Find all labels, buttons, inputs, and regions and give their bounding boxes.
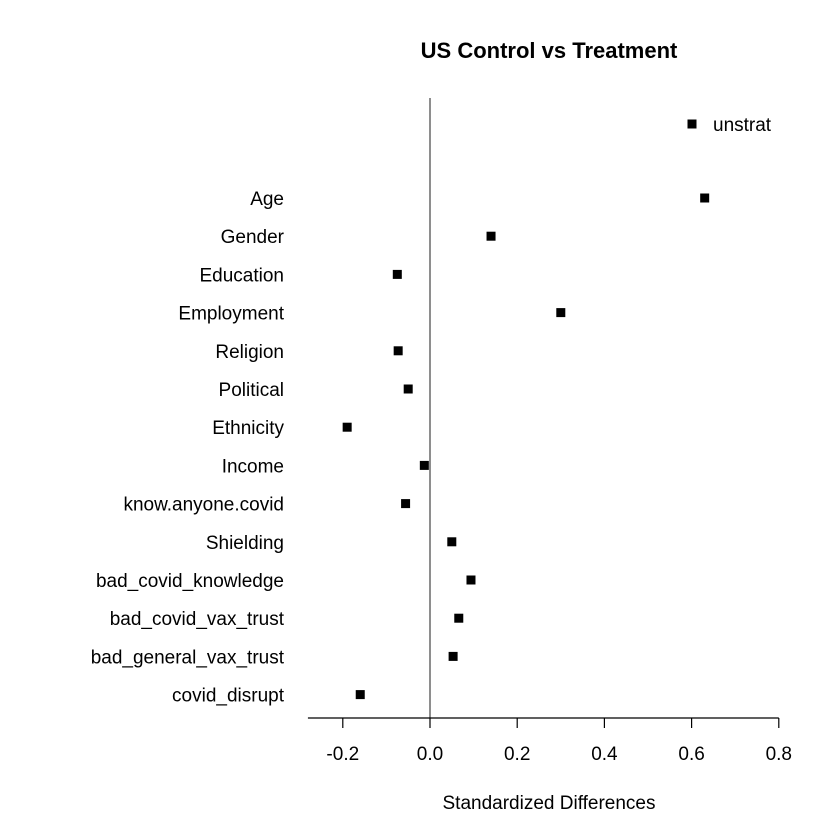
row-label: Income [222, 456, 284, 477]
x-tick-label: 0.0 [417, 744, 443, 765]
data-point-marker [419, 460, 429, 470]
data-point-marker [466, 575, 476, 585]
data-point-marker [556, 308, 566, 318]
row-label: bad_general_vax_trust [91, 647, 285, 668]
data-point-marker [342, 422, 352, 432]
x-tick-label: 0.4 [591, 744, 618, 765]
row-label: bad_covid_knowledge [96, 571, 284, 592]
data-point-marker [448, 651, 458, 661]
data-point-marker [403, 384, 413, 394]
row-label: bad_covid_vax_trust [110, 609, 285, 630]
row-label: Religion [215, 342, 284, 363]
x-tick-label: 0.6 [678, 744, 704, 765]
data-point-marker [392, 269, 402, 279]
x-tick-label: 0.2 [504, 744, 530, 765]
x-axis-label: Standardized Differences [443, 793, 656, 814]
data-point-marker [454, 613, 464, 623]
data-point-marker [393, 346, 403, 356]
data-point-marker [401, 499, 411, 509]
data-point-marker [447, 537, 457, 547]
chart-title: US Control vs Treatment [421, 38, 678, 63]
row-label: Employment [178, 304, 284, 325]
data-point-marker [486, 231, 496, 241]
row-label: Ethnicity [212, 418, 284, 439]
data-point-marker [700, 193, 710, 203]
row-label: Shielding [206, 533, 284, 554]
row-label: covid_disrupt [172, 686, 285, 707]
x-tick-label: -0.2 [326, 744, 359, 765]
legend-label: unstrat [713, 115, 772, 136]
row-label: Age [250, 189, 284, 210]
data-point-marker [355, 690, 365, 700]
row-label: Political [219, 380, 284, 401]
row-label: know.anyone.covid [123, 495, 284, 516]
legend: unstrat [687, 115, 772, 136]
legend-marker [687, 119, 697, 129]
row-label: Gender [221, 227, 285, 248]
x-tick-label: 0.8 [766, 744, 792, 765]
row-label: Education [199, 265, 284, 286]
